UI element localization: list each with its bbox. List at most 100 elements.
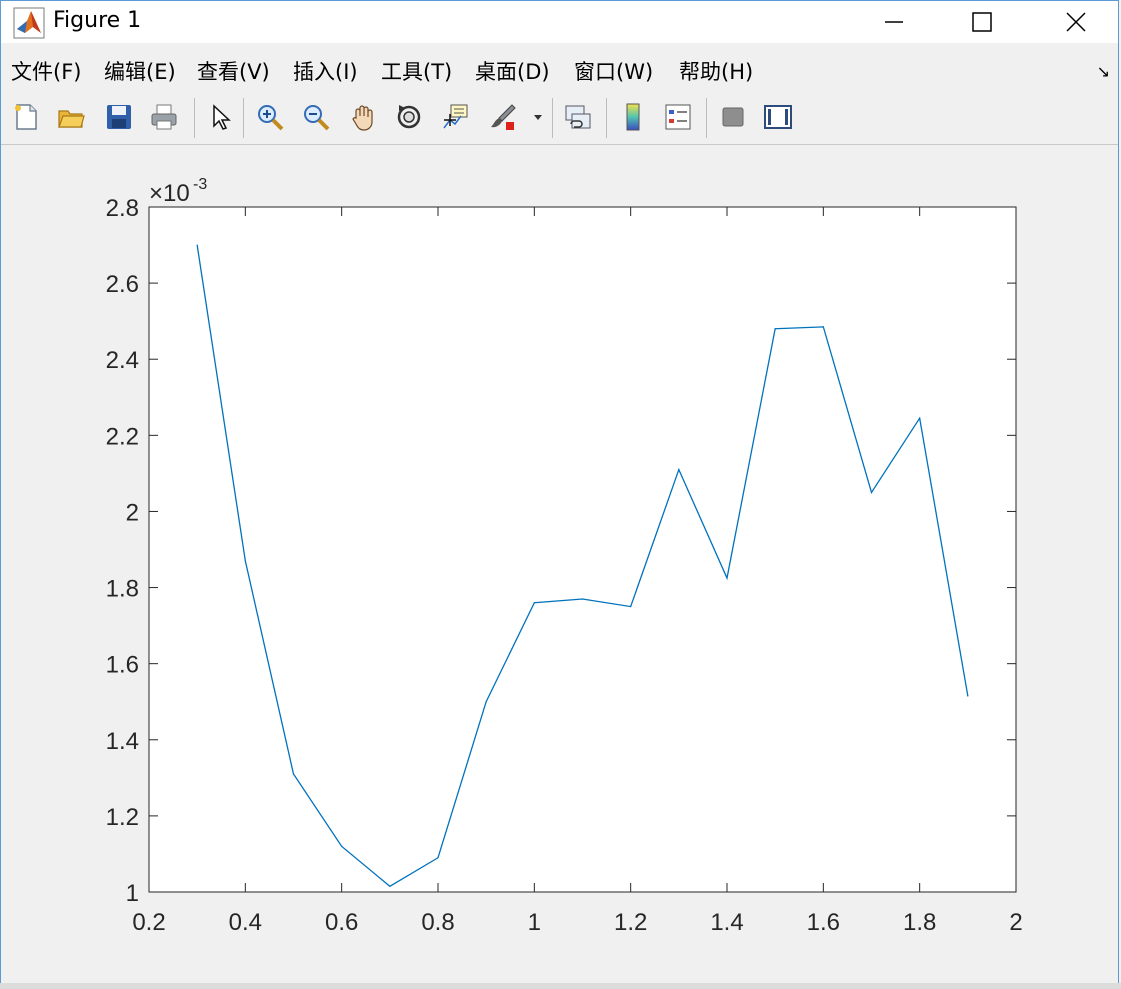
toolbar-separator <box>243 98 244 138</box>
x-tick-label: 0.4 <box>229 909 262 936</box>
hide-plot-tools-icon <box>722 107 744 127</box>
data-point <box>630 605 632 608</box>
pointer-button[interactable] <box>203 100 237 134</box>
zoom-out-button[interactable] <box>299 100 333 134</box>
new-figure-button[interactable] <box>9 100 43 134</box>
y-tick-label: 2.6 <box>106 271 139 298</box>
x-tick-label: 1.2 <box>614 909 647 936</box>
data-point <box>870 491 873 494</box>
show-plot-tools-button[interactable] <box>761 100 795 134</box>
data-point <box>292 773 295 775</box>
x-tick-label: 0.6 <box>325 909 358 936</box>
data-point <box>244 560 246 562</box>
plot-area <box>148 206 1017 893</box>
menu-edit[interactable]: 编辑(E) <box>104 60 176 84</box>
data-point <box>919 417 921 419</box>
data-point <box>485 701 487 703</box>
dock-arrow-icon[interactable]: ↘ <box>1096 62 1110 81</box>
data-point <box>341 845 343 847</box>
show-plot-tools-icon <box>764 105 792 129</box>
close-icon <box>1066 12 1086 32</box>
legend-button[interactable] <box>661 100 695 134</box>
data-point <box>822 326 824 328</box>
y-tick-label: 1.8 <box>106 576 139 603</box>
maximize-icon <box>972 12 992 32</box>
y-tick-label: 1.6 <box>106 652 139 679</box>
menu-view[interactable]: 查看(V) <box>197 60 270 84</box>
toolbar-separator <box>194 98 195 138</box>
y-exponent-value: -3 <box>193 176 207 193</box>
window-title: Figure 1 <box>53 8 142 33</box>
y-tick-label: 2.8 <box>106 195 139 222</box>
brush-dropdown[interactable] <box>528 100 548 134</box>
hide-plot-tools-button[interactable] <box>716 100 750 134</box>
data-cursor-button[interactable] <box>439 100 473 134</box>
y-tick-label: 1.4 <box>106 728 139 755</box>
menu-help[interactable]: 帮助(H) <box>679 60 754 84</box>
print-icon <box>151 104 177 130</box>
legend-icon <box>665 104 691 130</box>
colorbar-button[interactable] <box>616 100 650 134</box>
link-plot-icon <box>565 105 591 129</box>
print-button[interactable] <box>147 100 181 134</box>
minimize-icon <box>885 21 903 23</box>
rotate-icon <box>397 105 421 129</box>
menu-desktop[interactable]: 桌面(D) <box>475 60 550 84</box>
toolbar-separator <box>552 98 553 138</box>
matlab-icon <box>13 7 45 39</box>
pointer-icon <box>213 104 231 130</box>
pan-icon <box>352 105 373 131</box>
maximize-button[interactable] <box>959 1 1005 43</box>
toolbar-separator <box>706 98 707 138</box>
menu-insert[interactable]: 插入(I) <box>293 60 358 84</box>
menu-window[interactable]: 窗口(W) <box>574 60 654 84</box>
colorbar-icon <box>626 103 640 131</box>
open-button[interactable] <box>54 100 88 134</box>
data-point <box>678 468 680 471</box>
x-tick-label: 1.6 <box>807 909 840 936</box>
data-point <box>967 695 969 697</box>
y-exponent-label: ×10 <box>149 180 190 207</box>
save-button[interactable] <box>102 100 136 134</box>
x-tick-label: 0.8 <box>421 909 454 936</box>
brush-icon <box>491 104 516 130</box>
zoom-in-button[interactable] <box>253 100 287 134</box>
x-tick-label: 2 <box>1009 909 1022 936</box>
data-point <box>774 328 776 330</box>
brush-button[interactable] <box>486 100 520 134</box>
save-icon <box>107 105 131 129</box>
x-tick-label: 1 <box>528 909 541 936</box>
menu-file[interactable]: 文件(F) <box>11 60 82 84</box>
data-point <box>437 857 439 859</box>
link-plot-button[interactable] <box>561 100 595 134</box>
zoom-out-icon <box>304 105 330 131</box>
data-point <box>726 577 728 579</box>
data-point <box>196 244 198 246</box>
y-tick-label: 2 <box>126 499 139 526</box>
toolbar-separator <box>606 98 607 138</box>
data-cursor-icon <box>443 104 468 129</box>
line-plot[interactable]: 0.2 0.4 0.6 0.8 1 1.2 1.4 1.6 1.8 2 1 1.2 1.4 1.6 1.8 2… <box>0 144 1121 987</box>
y-tick-label: 1 <box>126 880 139 907</box>
menu-bar: 文件(F) 编辑(E) 查看(V) 插入(I) 工具(T) 桌面(D) 窗口(W… <box>1 50 1118 90</box>
open-icon <box>58 110 85 128</box>
close-button[interactable] <box>1053 1 1099 43</box>
x-tick-label: 1.8 <box>903 909 936 936</box>
pan-button[interactable] <box>346 100 380 134</box>
rotate-button[interactable] <box>392 100 426 134</box>
data-point <box>581 598 584 600</box>
data-point <box>533 602 535 604</box>
chevron-down-icon <box>534 115 542 120</box>
x-tick-label: 1.4 <box>710 909 743 936</box>
minimize-button[interactable] <box>871 1 917 43</box>
menu-tools[interactable]: 工具(T) <box>381 60 453 84</box>
data-point <box>389 885 391 887</box>
status-strip <box>0 983 1121 989</box>
y-tick-label: 2.4 <box>106 347 139 374</box>
title-bar[interactable]: Figure 1 <box>1 1 1118 43</box>
y-tick-label: 2.2 <box>106 423 139 450</box>
new-figure-icon <box>15 104 37 130</box>
figure-toolbar <box>1 92 1118 145</box>
y-tick-label: 1.2 <box>106 804 139 831</box>
x-tick-label: 0.2 <box>132 909 165 936</box>
